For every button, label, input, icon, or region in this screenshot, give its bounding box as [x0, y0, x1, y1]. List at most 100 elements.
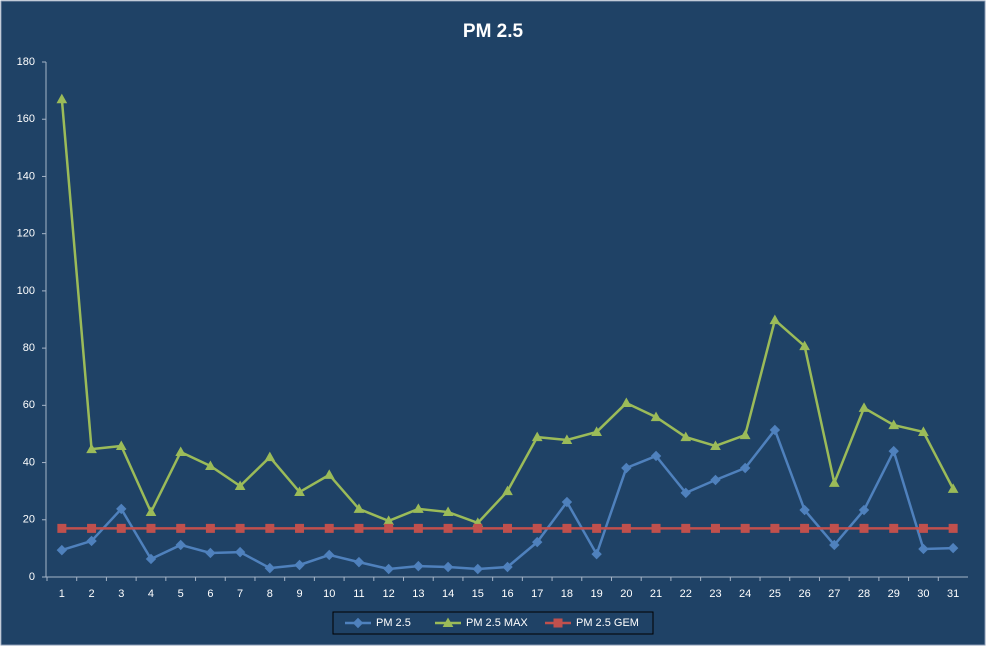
data-point — [324, 549, 335, 561]
x-tick-label: 31 — [947, 588, 959, 600]
y-tick-label: 140 — [17, 170, 35, 182]
data-point — [264, 562, 276, 574]
x-tick-label: 19 — [591, 588, 603, 600]
data-point — [56, 93, 68, 104]
data-point — [918, 543, 929, 555]
x-tick-label: 3 — [118, 588, 124, 600]
data-point — [145, 553, 157, 565]
data-point — [115, 440, 127, 450]
data-point — [889, 523, 899, 533]
data-point — [324, 523, 334, 533]
data-point — [442, 561, 454, 573]
y-tick-label: 40 — [23, 456, 35, 468]
data-point — [799, 340, 810, 351]
data-point — [205, 460, 216, 470]
data-point — [770, 523, 780, 533]
legend-marker — [352, 617, 364, 629]
legend — [332, 611, 654, 635]
data-point — [502, 485, 513, 496]
data-point — [235, 523, 245, 533]
data-point — [621, 523, 631, 533]
y-tick-label: 20 — [23, 514, 35, 526]
data-point — [383, 563, 394, 575]
data-point — [650, 450, 662, 462]
x-tick-label: 22 — [680, 588, 692, 600]
x-tick-label: 12 — [383, 588, 395, 600]
data-point — [561, 434, 573, 444]
data-point — [503, 523, 512, 533]
data-point — [413, 503, 424, 513]
data-point — [918, 523, 928, 533]
data-point — [562, 523, 572, 533]
data-point — [710, 440, 721, 450]
x-tick-label: 25 — [769, 588, 781, 600]
data-point — [769, 314, 781, 325]
data-point — [442, 506, 454, 517]
data-point — [116, 503, 127, 515]
x-tick-label: 1 — [59, 588, 65, 600]
data-point — [592, 523, 602, 533]
x-tick-label: 23 — [709, 588, 721, 600]
x-tick-label: 27 — [828, 588, 840, 600]
data-point — [710, 523, 720, 533]
data-point — [858, 402, 870, 412]
x-tick-label: 16 — [501, 588, 513, 600]
data-point — [87, 523, 97, 533]
data-point — [176, 523, 186, 533]
data-point — [799, 504, 810, 516]
data-point — [264, 451, 276, 462]
data-point — [769, 424, 781, 436]
x-tick-label: 17 — [531, 588, 543, 600]
x-tick-label: 21 — [650, 588, 662, 600]
data-point — [829, 523, 839, 533]
y-tick-label: 60 — [23, 399, 35, 411]
y-tick-label: 160 — [17, 113, 35, 125]
data-point — [531, 431, 543, 442]
x-tick-label: 20 — [620, 588, 632, 600]
data-point — [947, 542, 959, 554]
data-point — [740, 523, 750, 533]
data-point — [175, 446, 187, 456]
y-tick-label: 100 — [17, 285, 35, 297]
data-point — [591, 426, 602, 436]
data-point — [532, 523, 542, 533]
x-tick-label: 18 — [561, 588, 573, 600]
data-point — [680, 487, 691, 499]
x-tick-label: 13 — [412, 588, 424, 600]
data-point — [947, 483, 959, 493]
x-tick-label: 11 — [353, 588, 364, 600]
y-tick-label: 120 — [17, 228, 35, 240]
x-tick-label: 26 — [798, 588, 810, 600]
data-point — [116, 523, 126, 533]
data-point — [739, 462, 751, 474]
data-point — [651, 523, 661, 533]
data-point — [205, 547, 216, 559]
data-point — [384, 523, 394, 533]
x-tick-label: 29 — [888, 588, 900, 600]
x-tick-label: 10 — [323, 588, 335, 600]
data-point — [145, 506, 157, 517]
data-point — [443, 523, 453, 533]
data-point — [294, 486, 305, 497]
data-point — [234, 546, 246, 558]
data-point — [620, 397, 632, 408]
x-tick-label: 6 — [207, 588, 213, 600]
data-point — [502, 561, 513, 573]
legend-label: PM 2.5 MAX — [466, 617, 528, 629]
x-tick-label: 4 — [148, 588, 154, 600]
data-point — [413, 523, 423, 533]
x-tick-label: 24 — [739, 588, 751, 600]
x-tick-label: 7 — [237, 588, 243, 600]
data-point — [57, 523, 67, 533]
legend-label: PM 2.5 GEM — [576, 617, 639, 629]
data-point — [265, 523, 275, 533]
data-point — [86, 535, 97, 547]
data-point — [175, 539, 186, 551]
x-tick-label: 2 — [89, 588, 95, 600]
x-tick-label: 14 — [442, 588, 454, 600]
data-point — [205, 523, 215, 533]
data-point — [561, 496, 573, 508]
x-tick-label: 15 — [472, 588, 484, 600]
